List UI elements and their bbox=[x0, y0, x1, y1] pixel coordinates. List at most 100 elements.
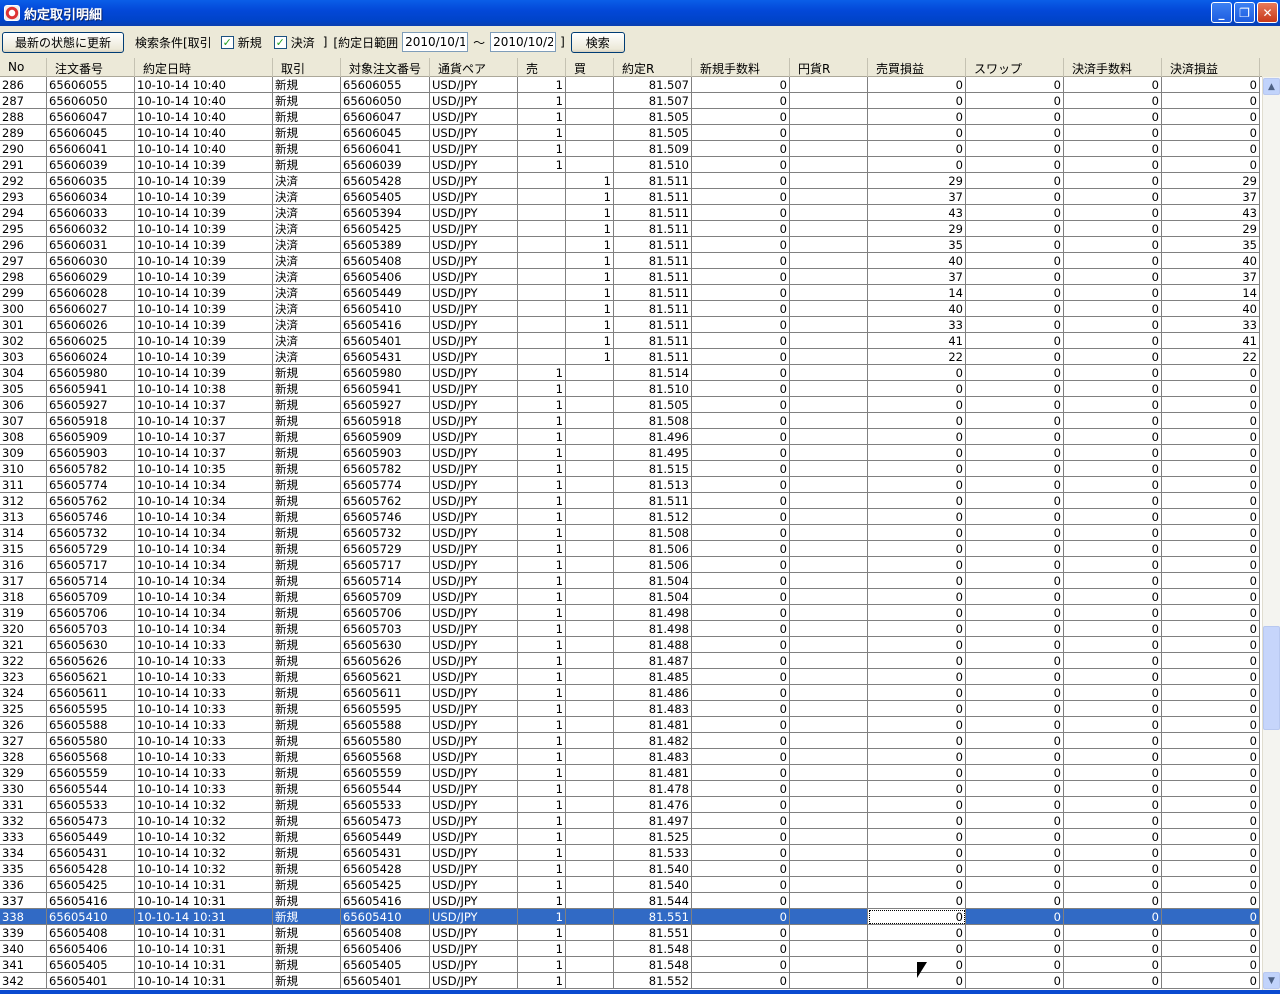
cell-rate[interactable]: 81.511 bbox=[614, 333, 692, 349]
table-row[interactable]: 317 65605714 10-10-14 10:34 新規 65605714 USD/J… bbox=[0, 573, 1262, 589]
cell-sell[interactable]: 1 bbox=[518, 365, 566, 381]
cell-yen-rate[interactable] bbox=[790, 77, 868, 93]
cell-close-fee[interactable]: 0 bbox=[1064, 813, 1162, 829]
cell-trade-pnl[interactable]: 0 bbox=[868, 797, 966, 813]
cell-close-pnl[interactable]: 0 bbox=[1162, 509, 1260, 525]
cell-currency-pair[interactable]: USD/JPY bbox=[430, 877, 518, 893]
cell-swap[interactable]: 0 bbox=[966, 605, 1064, 621]
cell-close-fee[interactable]: 0 bbox=[1064, 381, 1162, 397]
cell-trade-type[interactable]: 新規 bbox=[273, 845, 341, 861]
cell-target-order[interactable]: 65605714 bbox=[341, 573, 430, 589]
cell-sell[interactable] bbox=[518, 333, 566, 349]
cell-datetime[interactable]: 10-10-14 10:39 bbox=[135, 205, 273, 221]
cell-rate[interactable]: 81.497 bbox=[614, 813, 692, 829]
cell-close-pnl[interactable]: 37 bbox=[1162, 269, 1260, 285]
column-header-rate[interactable]: 約定R bbox=[614, 58, 692, 77]
cell-rate[interactable]: 81.511 bbox=[614, 173, 692, 189]
cell-trade-pnl[interactable]: 0 bbox=[868, 733, 966, 749]
cell-yen-rate[interactable] bbox=[790, 589, 868, 605]
table-row[interactable]: 327 65605580 10-10-14 10:33 新規 65605580 USD/J… bbox=[0, 733, 1262, 749]
cell-close-fee[interactable]: 0 bbox=[1064, 797, 1162, 813]
cell-close-fee[interactable]: 0 bbox=[1064, 93, 1162, 109]
cell-yen-rate[interactable] bbox=[790, 317, 868, 333]
cell-datetime[interactable]: 10-10-14 10:34 bbox=[135, 525, 273, 541]
table-row[interactable]: 309 65605903 10-10-14 10:37 新規 65605903 USD/J… bbox=[0, 445, 1262, 461]
table-row[interactable]: 322 65605626 10-10-14 10:33 新規 65605626 USD/J… bbox=[0, 653, 1262, 669]
cell-new-fee[interactable]: 0 bbox=[692, 781, 790, 797]
cell-currency-pair[interactable]: USD/JPY bbox=[430, 557, 518, 573]
cell-swap[interactable]: 0 bbox=[966, 157, 1064, 173]
cell-swap[interactable]: 0 bbox=[966, 493, 1064, 509]
table-row[interactable]: 291 65606039 10-10-14 10:39 新規 65606039 USD/J… bbox=[0, 157, 1262, 173]
cell-no[interactable]: 333 bbox=[0, 829, 47, 845]
cell-target-order[interactable]: 65605405 bbox=[341, 957, 430, 973]
cell-close-fee[interactable]: 0 bbox=[1064, 365, 1162, 381]
cell-new-fee[interactable]: 0 bbox=[692, 525, 790, 541]
cell-swap[interactable]: 0 bbox=[966, 253, 1064, 269]
cell-currency-pair[interactable]: USD/JPY bbox=[430, 621, 518, 637]
cell-currency-pair[interactable]: USD/JPY bbox=[430, 669, 518, 685]
cell-currency-pair[interactable]: USD/JPY bbox=[430, 541, 518, 557]
cell-target-order[interactable]: 65605408 bbox=[341, 925, 430, 941]
cell-trade-type[interactable]: 新規 bbox=[273, 717, 341, 733]
cell-buy[interactable]: 1 bbox=[566, 317, 614, 333]
cell-yen-rate[interactable] bbox=[790, 701, 868, 717]
table-row[interactable]: 286 65606055 10-10-14 10:40 新規 65606055 USD/J… bbox=[0, 77, 1262, 93]
cell-close-pnl[interactable]: 0 bbox=[1162, 413, 1260, 429]
cell-yen-rate[interactable] bbox=[790, 685, 868, 701]
table-row[interactable]: 310 65605782 10-10-14 10:35 新規 65605782 USD/J… bbox=[0, 461, 1262, 477]
cell-yen-rate[interactable] bbox=[790, 365, 868, 381]
cell-new-fee[interactable]: 0 bbox=[692, 765, 790, 781]
cell-datetime[interactable]: 10-10-14 10:33 bbox=[135, 669, 273, 685]
cell-new-fee[interactable]: 0 bbox=[692, 125, 790, 141]
cell-datetime[interactable]: 10-10-14 10:37 bbox=[135, 429, 273, 445]
cell-buy[interactable] bbox=[566, 941, 614, 957]
cell-order-number[interactable]: 65605416 bbox=[47, 893, 135, 909]
cell-close-pnl[interactable]: 0 bbox=[1162, 461, 1260, 477]
cell-sell[interactable]: 1 bbox=[518, 973, 566, 989]
cell-trade-pnl[interactable]: 0 bbox=[868, 93, 966, 109]
cell-swap[interactable]: 0 bbox=[966, 973, 1064, 989]
cell-datetime[interactable]: 10-10-14 10:39 bbox=[135, 157, 273, 173]
cell-trade-pnl[interactable]: 41 bbox=[868, 333, 966, 349]
cell-new-fee[interactable]: 0 bbox=[692, 365, 790, 381]
cell-order-number[interactable]: 65605927 bbox=[47, 397, 135, 413]
cell-datetime[interactable]: 10-10-14 10:39 bbox=[135, 189, 273, 205]
cell-close-fee[interactable]: 0 bbox=[1064, 669, 1162, 685]
cell-trade-type[interactable]: 新規 bbox=[273, 525, 341, 541]
cell-close-fee[interactable]: 0 bbox=[1064, 525, 1162, 541]
cell-trade-type[interactable]: 新規 bbox=[273, 461, 341, 477]
cell-buy[interactable] bbox=[566, 669, 614, 685]
table-row[interactable]: 302 65606025 10-10-14 10:39 決済 65605401 USD/J… bbox=[0, 333, 1262, 349]
cell-trade-pnl[interactable]: 0 bbox=[868, 477, 966, 493]
cell-target-order[interactable]: 65605626 bbox=[341, 653, 430, 669]
cell-trade-type[interactable]: 新規 bbox=[273, 861, 341, 877]
table-row[interactable]: 294 65606033 10-10-14 10:39 決済 65605394 USD/J… bbox=[0, 205, 1262, 221]
cell-new-fee[interactable]: 0 bbox=[692, 397, 790, 413]
cell-target-order[interactable]: 65605732 bbox=[341, 525, 430, 541]
cell-target-order[interactable]: 65605980 bbox=[341, 365, 430, 381]
cell-sell[interactable] bbox=[518, 189, 566, 205]
cell-sell[interactable] bbox=[518, 301, 566, 317]
cell-currency-pair[interactable]: USD/JPY bbox=[430, 461, 518, 477]
cell-buy[interactable] bbox=[566, 749, 614, 765]
cell-target-order[interactable]: 65605473 bbox=[341, 813, 430, 829]
cell-trade-type[interactable]: 新規 bbox=[273, 509, 341, 525]
table-row[interactable]: 313 65605746 10-10-14 10:34 新規 65605746 USD/J… bbox=[0, 509, 1262, 525]
cell-buy[interactable] bbox=[566, 829, 614, 845]
cell-datetime[interactable]: 10-10-14 10:31 bbox=[135, 957, 273, 973]
table-row[interactable]: 307 65605918 10-10-14 10:37 新規 65605918 USD/J… bbox=[0, 413, 1262, 429]
cell-swap[interactable]: 0 bbox=[966, 653, 1064, 669]
cell-target-order[interactable]: 65605394 bbox=[341, 205, 430, 221]
cell-rate[interactable]: 81.483 bbox=[614, 701, 692, 717]
cell-trade-pnl[interactable]: 0 bbox=[868, 573, 966, 589]
cell-buy[interactable] bbox=[566, 877, 614, 893]
cell-target-order[interactable]: 65605621 bbox=[341, 669, 430, 685]
cell-close-pnl[interactable]: 41 bbox=[1162, 333, 1260, 349]
cell-target-order[interactable]: 65605410 bbox=[341, 301, 430, 317]
column-header-close-pnl[interactable]: 決済損益 bbox=[1162, 58, 1260, 77]
cell-close-pnl[interactable]: 0 bbox=[1162, 893, 1260, 909]
cell-no[interactable]: 322 bbox=[0, 653, 47, 669]
cell-currency-pair[interactable]: USD/JPY bbox=[430, 445, 518, 461]
column-header-no[interactable]: No bbox=[0, 58, 47, 77]
